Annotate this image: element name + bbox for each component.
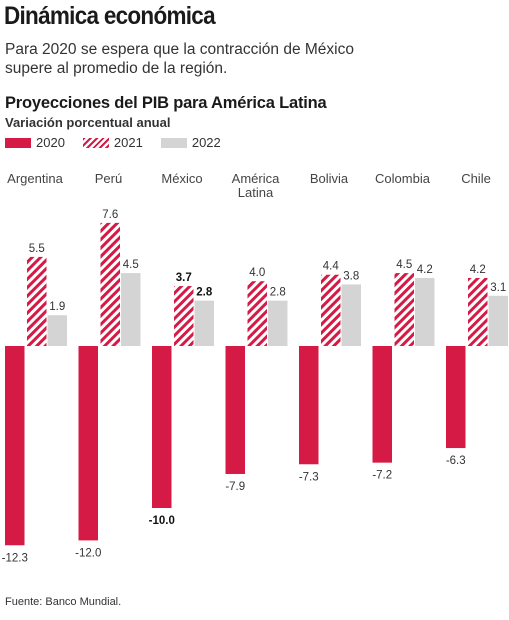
value-label-mexico-2021: 3.7 bbox=[176, 272, 192, 284]
value-label-argentina-2021: 5.5 bbox=[29, 243, 45, 255]
value-label-peru-2020: -12.0 bbox=[75, 547, 101, 559]
bar-argentina-2020 bbox=[5, 346, 25, 546]
bar-america-latina-2021 bbox=[247, 281, 267, 346]
value-label-colombia-2022: 4.2 bbox=[417, 264, 433, 276]
legend-item-2022: 2022 bbox=[160, 135, 221, 150]
value-label-colombia-2020: -7.2 bbox=[372, 470, 392, 482]
value-label-america-latina-2022: 2.8 bbox=[270, 287, 286, 299]
bar-chile-2020 bbox=[446, 346, 466, 449]
bar-chart: Argentina -12.3 5.5 1.9 Perú -12.0 7.6 4.5 Méxic… bbox=[2, 171, 508, 564]
bar-peru-2022 bbox=[121, 273, 141, 346]
category-label-mexico: México bbox=[161, 171, 202, 186]
value-label-colombia-2021: 4.5 bbox=[396, 259, 412, 271]
legend-label-2021: 2021 bbox=[113, 135, 143, 150]
source-note: Fuente: Banco Mundial. bbox=[5, 596, 122, 608]
value-label-mexico-2020: -10.0 bbox=[149, 515, 175, 527]
bar-mexico-2022 bbox=[194, 300, 214, 346]
bar-america-latina-2020 bbox=[225, 346, 245, 474]
category-label-bolivia: Bolivia bbox=[310, 171, 349, 186]
bar-colombia-2021 bbox=[394, 273, 414, 346]
category-label-colombia: Colombia bbox=[375, 171, 431, 186]
legend: 2020 2021 2022 bbox=[5, 135, 239, 150]
bar-argentina-2022 bbox=[47, 315, 67, 346]
value-label-america-latina-2020: -7.9 bbox=[225, 481, 245, 493]
bar-argentina-2021 bbox=[27, 256, 47, 346]
bar-colombia-2022 bbox=[415, 277, 435, 346]
legend-item-2021: 2021 bbox=[82, 135, 143, 150]
legend-swatch-2021 bbox=[82, 137, 109, 148]
value-label-bolivia-2020: -7.3 bbox=[299, 471, 319, 483]
value-label-argentina-2022: 1.9 bbox=[49, 301, 65, 313]
bar-bolivia-2021 bbox=[321, 274, 341, 346]
headline: Dinámica económica bbox=[4, 2, 216, 30]
bar-colombia-2020 bbox=[372, 346, 392, 463]
value-label-bolivia-2022: 3.8 bbox=[343, 270, 359, 282]
legend-label-2022: 2022 bbox=[191, 135, 221, 150]
value-label-america-latina-2021: 4.0 bbox=[249, 267, 265, 279]
legend-swatch-2022 bbox=[160, 137, 187, 148]
value-label-peru-2021: 7.6 bbox=[102, 209, 118, 221]
bar-chile-2021 bbox=[468, 277, 488, 346]
dek-text: Para 2020 se espera que la contracción d… bbox=[5, 41, 354, 77]
category-label-chile: Chile bbox=[461, 171, 491, 186]
bar-peru-2021 bbox=[100, 222, 120, 346]
legend-swatch-2020 bbox=[5, 137, 31, 148]
bar-america-latina-2022 bbox=[268, 300, 288, 346]
category-label-america-latina: América Latina bbox=[232, 171, 280, 200]
value-label-chile-2020: -6.3 bbox=[446, 455, 466, 467]
value-label-peru-2022: 4.5 bbox=[123, 259, 139, 271]
bar-mexico-2020 bbox=[152, 346, 172, 508]
value-label-mexico-2022: 2.8 bbox=[196, 287, 213, 299]
bar-peru-2020 bbox=[78, 346, 98, 541]
bar-mexico-2021 bbox=[174, 286, 194, 346]
category-label-peru: Perú bbox=[95, 171, 122, 186]
value-label-bolivia-2021: 4.4 bbox=[323, 261, 340, 273]
value-label-chile-2022: 3.1 bbox=[490, 282, 506, 294]
value-label-chile-2021: 4.2 bbox=[470, 264, 486, 276]
category-label-argentina: Argentina bbox=[7, 171, 63, 186]
legend-label-2020: 2020 bbox=[36, 135, 65, 150]
bar-chile-2022 bbox=[488, 295, 508, 346]
bar-bolivia-2022 bbox=[341, 284, 361, 346]
chart-subtitle: Variación porcentual anual bbox=[5, 115, 171, 130]
bar-bolivia-2020 bbox=[299, 346, 319, 465]
legend-item-2020: 2020 bbox=[5, 135, 65, 150]
chart-title: Proyecciones del PIB para América Latina bbox=[5, 94, 327, 112]
value-label-argentina-2020: -12.3 bbox=[2, 552, 28, 564]
